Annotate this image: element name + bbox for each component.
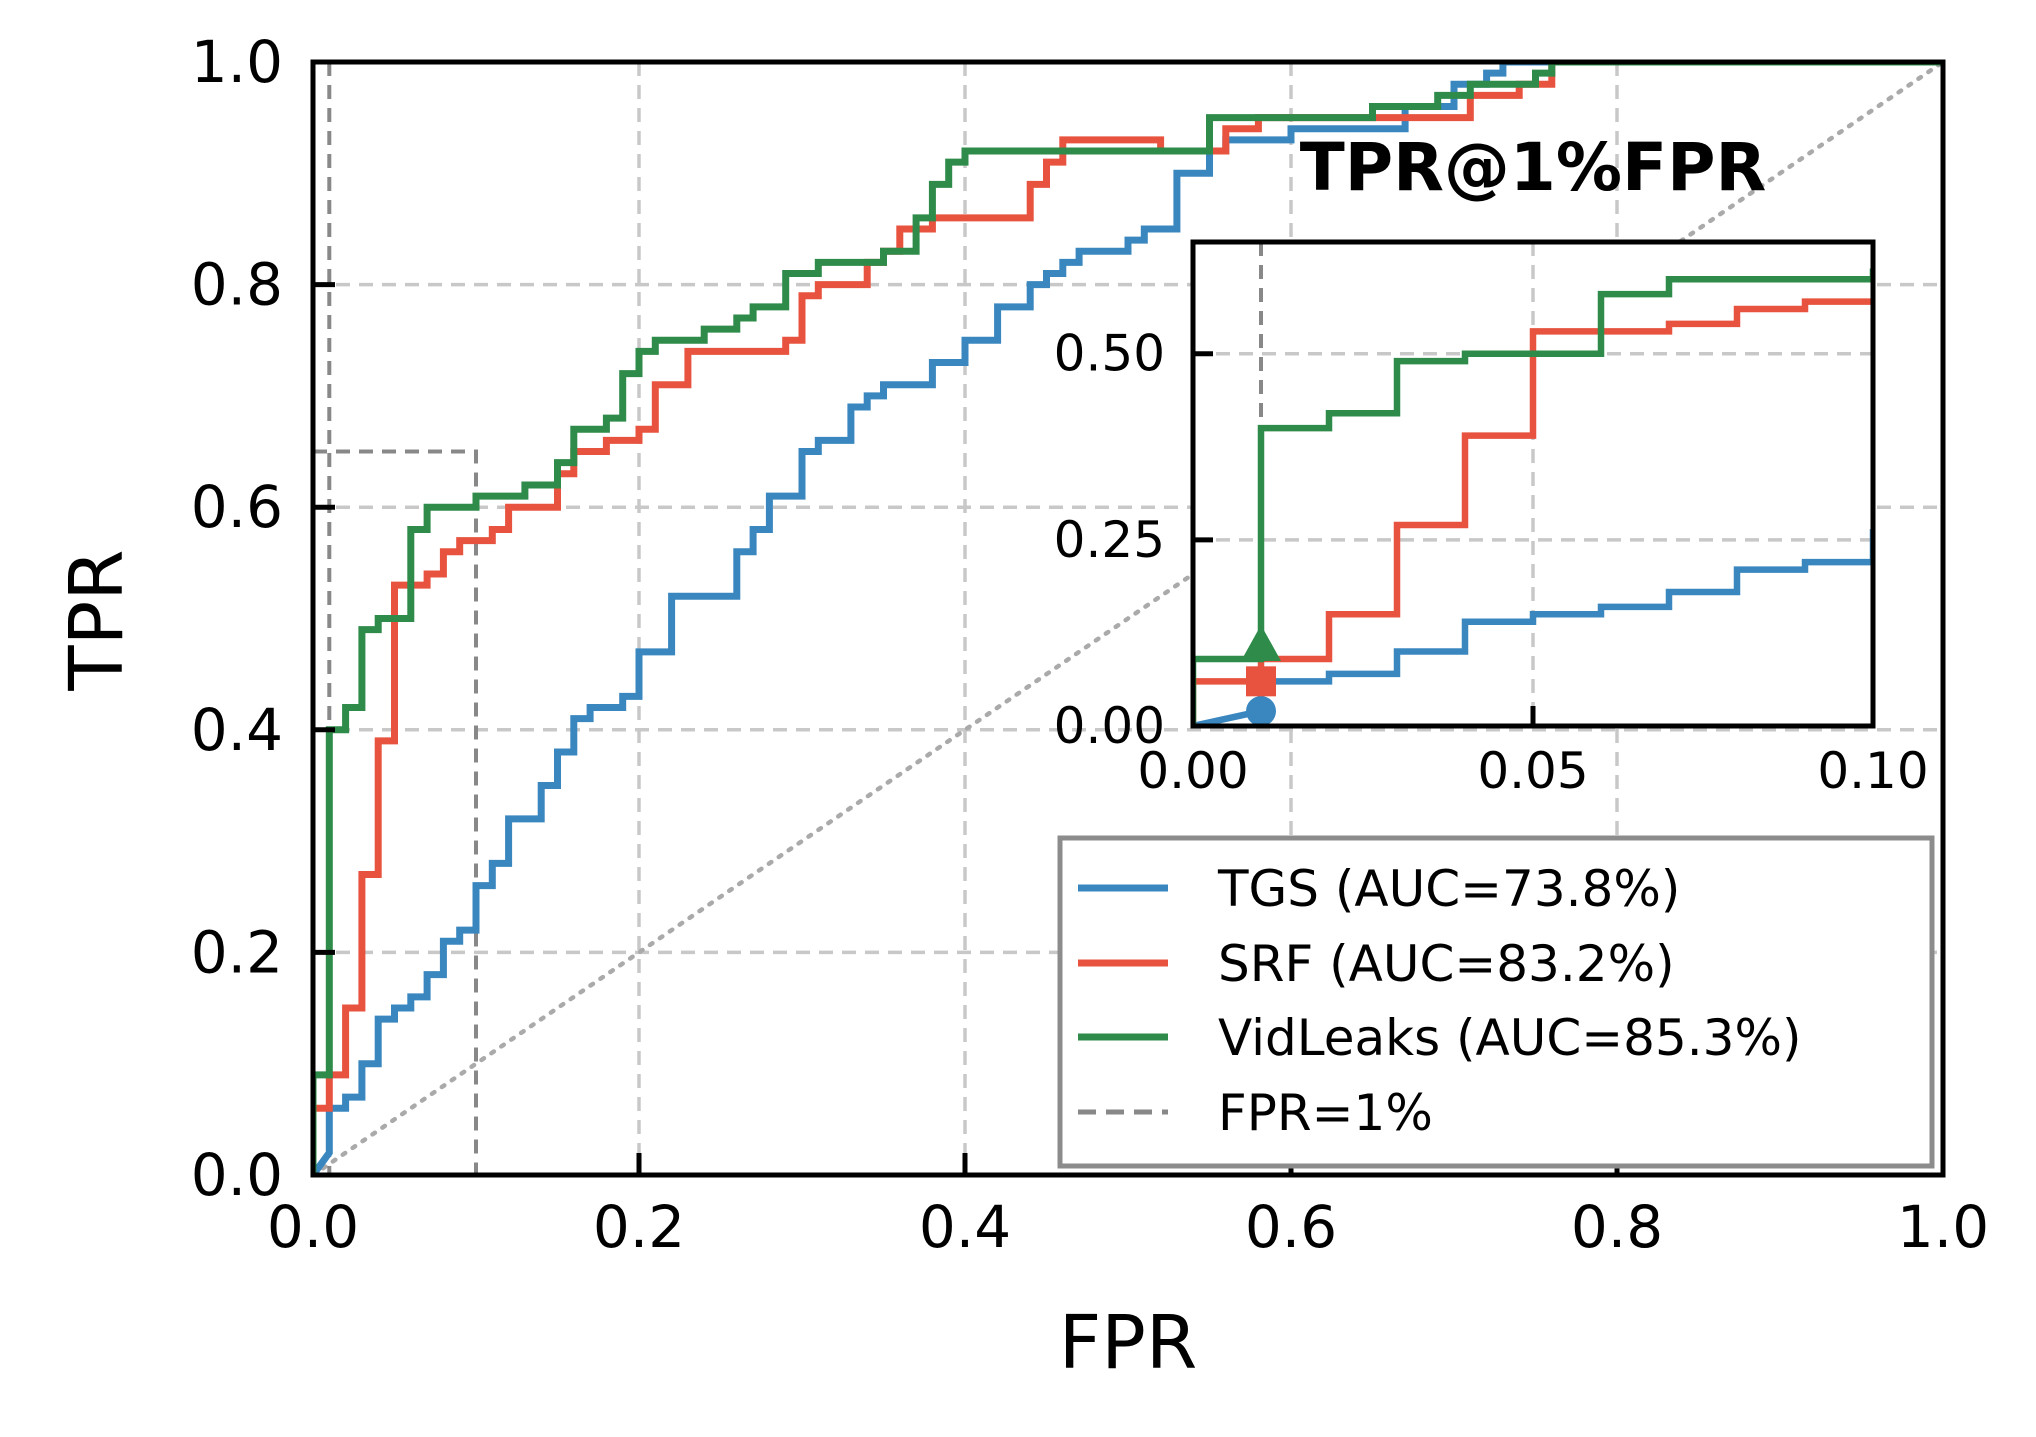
x-axis-title: FPR bbox=[1059, 1300, 1198, 1386]
x-tick-label-5: 1.0 bbox=[1897, 1193, 1989, 1261]
x-tick-label-0: 0.0 bbox=[267, 1193, 359, 1261]
inset-roc-curve-tgs bbox=[1193, 529, 1873, 726]
inset-markers bbox=[1241, 624, 1281, 727]
inset-y-tick-label-1: 0.25 bbox=[1054, 511, 1165, 569]
legend-label-tgs: TGS (AUC=73.8%) bbox=[1217, 860, 1680, 918]
inset-marker-srf bbox=[1246, 666, 1276, 697]
y-tick-label-5: 1.0 bbox=[191, 28, 283, 96]
inset-y-tick-label-0: 0.00 bbox=[1054, 697, 1165, 755]
main-plot-frame bbox=[310, 59, 1946, 1178]
inset-ticks bbox=[1190, 351, 1876, 729]
x-tick-label-3: 0.6 bbox=[1245, 1193, 1337, 1261]
roc-curve-vidleaks bbox=[313, 62, 1943, 1175]
legend-label-reference: FPR=1% bbox=[1218, 1084, 1433, 1142]
inset-marker-tgs bbox=[1246, 696, 1276, 727]
inset-series-group bbox=[1193, 268, 1873, 726]
y-axis-title: TPR bbox=[54, 549, 140, 691]
y-tick-label-2: 0.4 bbox=[191, 696, 283, 764]
inset-roc-curve-vidleaks bbox=[1193, 268, 1873, 726]
legend: TGS (AUC=73.8%) SRF (AUC=83.2%) VidLeaks… bbox=[1057, 835, 1935, 1169]
main-series-group bbox=[313, 62, 1943, 1175]
inset-x-tick-label-1: 0.05 bbox=[1477, 742, 1588, 800]
inset-marker-vidleaks bbox=[1241, 624, 1281, 661]
inset-y-tick-labels: 0.00 0.25 0.50 bbox=[1054, 325, 1165, 755]
inset-x-tick-label-0: 0.00 bbox=[1137, 742, 1248, 800]
legend-label-vidleaks: VidLeaks (AUC=85.3%) bbox=[1218, 1009, 1801, 1067]
y-tick-label-4: 0.8 bbox=[191, 251, 283, 319]
x-tick-labels: 0.0 0.2 0.4 0.6 0.8 1.0 bbox=[267, 1193, 1989, 1261]
inset-roc-curve-srf bbox=[1193, 298, 1873, 726]
x-tick-label-4: 0.8 bbox=[1571, 1193, 1663, 1261]
inset-y-tick-label-2: 0.50 bbox=[1054, 325, 1165, 383]
y-tick-label-0: 0.0 bbox=[191, 1141, 283, 1209]
legend-label-srf: SRF (AUC=83.2%) bbox=[1218, 935, 1675, 993]
inset-x-tick-label-2: 0.10 bbox=[1817, 742, 1928, 800]
y-tick-label-1: 0.2 bbox=[191, 918, 283, 986]
inset-x-tick-labels: 0.00 0.05 0.10 bbox=[1137, 742, 1928, 800]
x-tick-label-2: 0.4 bbox=[919, 1193, 1011, 1261]
y-tick-label-3: 0.6 bbox=[191, 473, 283, 541]
legend-box bbox=[1057, 835, 1935, 1169]
roc-curve-tgs bbox=[313, 62, 1943, 1175]
inset-title: TPR@1%FPR bbox=[1300, 129, 1767, 206]
x-tick-label-1: 0.2 bbox=[593, 1193, 685, 1261]
y-tick-labels: 0.0 0.2 0.4 0.6 0.8 1.0 bbox=[191, 28, 283, 1209]
zoom-region-box bbox=[311, 449, 478, 1177]
